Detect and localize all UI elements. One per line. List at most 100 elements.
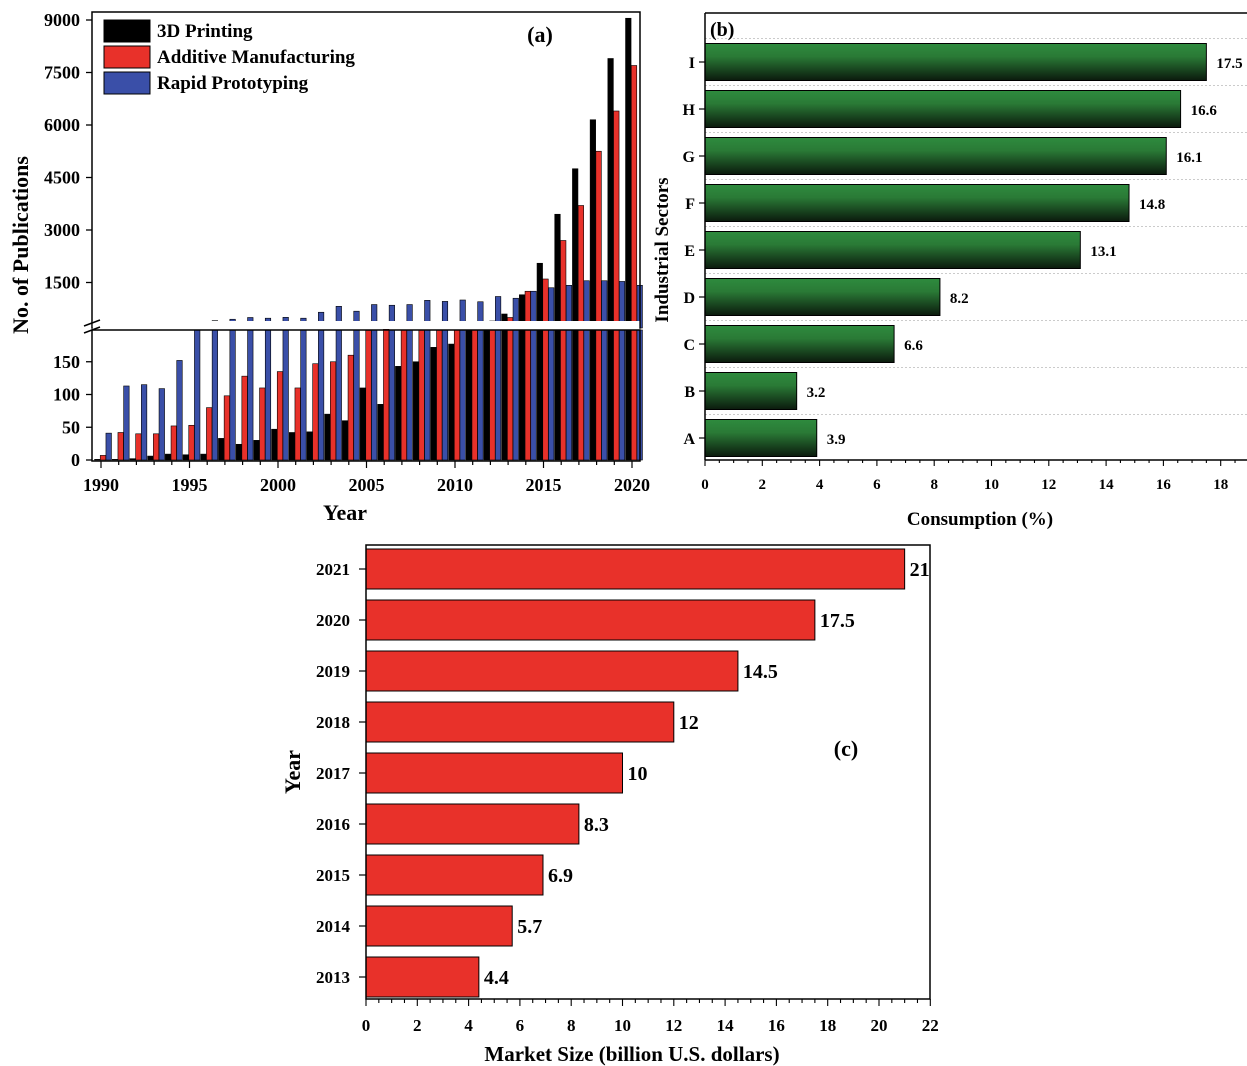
bar-rapid-upper (583, 280, 590, 329)
bar-additive-lower (630, 329, 638, 461)
bar-value-label: 16.1 (1176, 150, 1202, 166)
bar-printing_3d (147, 455, 154, 461)
x-tick-label: 8 (567, 1016, 576, 1035)
bar-sector-H (704, 90, 1182, 128)
y-tick-label: 2015 (316, 866, 350, 885)
bar-additive-lower (524, 329, 531, 461)
bar-printing_3d-lower (501, 329, 508, 461)
bar-additive (259, 387, 266, 461)
x-tick-label: 4 (464, 1016, 473, 1035)
bar-additive-upper (542, 278, 549, 329)
y-tick-label: A (683, 431, 695, 448)
x-tick-label: 22 (922, 1016, 939, 1035)
bar-year-2017 (365, 752, 623, 794)
bar-rapid-lower (335, 329, 342, 461)
bar-printing_3d-lower (536, 329, 543, 461)
bar-additive-lower (418, 329, 425, 461)
bar-additive-lower (453, 329, 461, 461)
y-tick-label: 0 (71, 450, 80, 470)
bar-year-2013 (365, 956, 480, 998)
x-tick-label: 4 (816, 477, 824, 493)
panel-a-publications-chart: 0 50 100 150 1500 3000 4500 6000 7500 9000 1990 199… (8, 10, 650, 525)
legend-swatch-printing_3d (103, 19, 151, 43)
panel-a-y-axis-title: No. of Publications (8, 156, 33, 334)
x-tick-label: 10 (614, 1016, 631, 1035)
x-tick-label: 12 (1041, 477, 1056, 493)
bar-additive-upper (595, 150, 602, 329)
bar-additive-upper (613, 110, 620, 329)
bar-printing_3d-lower (519, 329, 526, 461)
bar-additive-lower (560, 329, 567, 461)
bar-printing_3d (129, 458, 136, 461)
bar-rapid-lower (371, 329, 378, 461)
panel-b-bars: 3.9 3.2 6.6 8.2 13.1 14.8 16.1 16.6 17.5 (704, 43, 1243, 457)
y-tick-label: C (683, 337, 695, 354)
bar-value-label: 8.3 (584, 814, 609, 836)
bar-additive (170, 425, 177, 461)
bar-printing_3d-upper (607, 58, 614, 329)
panel-c-x-axis-title: Market Size (billion U.S. dollars) (484, 1042, 779, 1066)
bar-sector-C (704, 325, 895, 363)
bar-rapid-lower (424, 329, 431, 461)
bar-printing_3d-upper (536, 262, 543, 329)
bar-printing_3d-lower (607, 329, 614, 461)
x-tick-label: 18 (819, 1016, 836, 1035)
bar-additive-upper (577, 205, 584, 329)
x-tick-label: 8 (930, 477, 938, 493)
bar-rapid-lower (318, 329, 325, 461)
bar-additive-upper (630, 65, 638, 329)
bar-printing_3d (412, 361, 419, 461)
bar-value-label: 10 (628, 763, 648, 785)
bar-additive (330, 361, 337, 461)
bar-rapid-lower (530, 329, 537, 461)
bar-value-label: 5.7 (517, 916, 542, 938)
bar-value-label: 4.4 (484, 967, 509, 989)
legend-label: Rapid Prototyping (157, 73, 309, 94)
bar-value-label: 3.9 (827, 432, 846, 448)
legend-label: Additive Manufacturing (157, 47, 355, 68)
bar-rapid-lower (353, 329, 360, 461)
bar-value-label: 6.9 (548, 865, 573, 887)
bar-printing_3d-lower (572, 329, 579, 461)
bar-printing_3d (94, 459, 101, 461)
bar-value-label: 17.5 (820, 610, 855, 632)
bar-printing_3d-upper (625, 17, 632, 329)
bar-year-2018 (365, 701, 675, 743)
bar-printing_3d-lower (465, 329, 473, 461)
bar-rapid-lower (618, 329, 626, 461)
legend-swatch-rapid (103, 71, 151, 95)
bar-rapid (123, 385, 130, 461)
bar-additive-lower (613, 329, 620, 461)
bar-year-2019 (365, 650, 739, 692)
x-tick-label: 2020 (614, 475, 650, 495)
panel-b-x-axis-title: Consumption (%) (907, 509, 1053, 530)
bar-printing_3d (111, 459, 119, 461)
y-tick-label: 4500 (44, 168, 80, 188)
x-tick-label: 14 (717, 1016, 735, 1035)
bar-sector-G (704, 137, 1167, 175)
y-tick-label: 2014 (316, 917, 351, 936)
panel-a-ticks: 0 50 100 150 1500 3000 4500 6000 7500 9000 1990 199… (44, 10, 650, 495)
axis-break-gap (92, 321, 640, 329)
panel-b-label: (b) (710, 19, 734, 41)
bar-additive (312, 363, 319, 461)
y-tick-label: D (683, 290, 695, 307)
x-tick-label: 1990 (83, 475, 119, 495)
bar-printing_3d (448, 343, 455, 461)
x-tick-label: 20 (871, 1016, 888, 1035)
y-tick-label: F (685, 196, 695, 213)
y-tick-label: I (689, 55, 695, 72)
bar-rapid-lower (548, 329, 555, 461)
bar-printing_3d (342, 420, 349, 461)
bar-printing_3d-lower (589, 329, 596, 461)
bar-rapid-lower (282, 329, 289, 461)
y-tick-label: 2019 (316, 662, 350, 681)
bar-additive (135, 433, 142, 461)
bar-sector-I (704, 43, 1207, 81)
x-tick-label: 6 (873, 477, 881, 493)
bar-printing_3d (235, 443, 242, 461)
y-tick-label: 2017 (316, 764, 351, 783)
bar-rapid (141, 384, 148, 461)
bar-printing_3d-upper (572, 168, 579, 329)
